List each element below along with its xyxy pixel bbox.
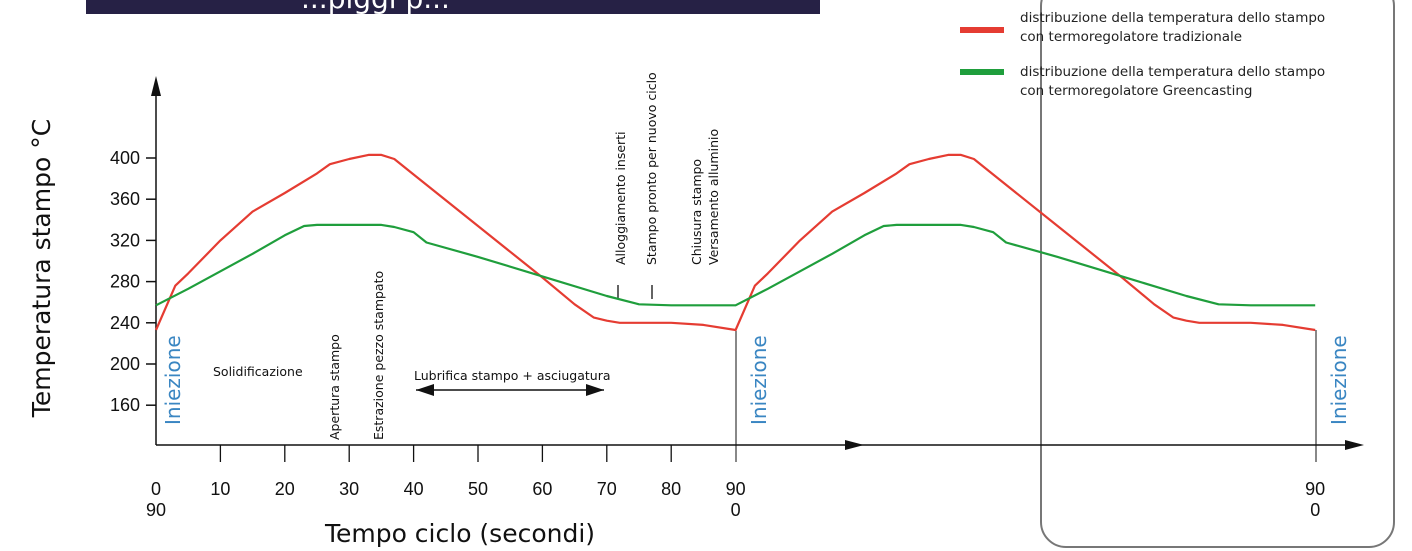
x-tick-label: 0	[151, 479, 161, 499]
x-tick-sublabel: 0	[1310, 500, 1320, 520]
x-axis-arrow-icon	[1345, 440, 1364, 450]
lubrication-arrow-left-icon	[416, 384, 434, 396]
y-tick-label: 320	[110, 230, 140, 250]
x-axis-mid-arrow-icon	[845, 440, 864, 450]
x-tick-label: 70	[597, 479, 617, 499]
y-tick-label: 240	[110, 313, 140, 333]
legend-line2: con termoregolatore Greencasting	[1020, 83, 1253, 99]
y-tick-label: 400	[110, 148, 140, 168]
y-axis-arrow-icon	[151, 76, 161, 96]
x-tick-label: 30	[339, 479, 359, 499]
mold-opening-label: Apertura stampo	[327, 334, 342, 440]
y-tick-label: 200	[110, 354, 140, 374]
x-tick-label: 90	[1305, 479, 1325, 499]
title-banner: ...piggi p...	[86, 0, 820, 14]
injection-label-3: Iniezione	[1327, 335, 1351, 425]
part-extraction-label: Estrazione pezzo stampato	[371, 271, 386, 440]
title-text: ...piggi p...	[301, 0, 450, 14]
x-tick-sublabel: 0	[731, 500, 741, 520]
y-axis-title: Temperatura stampo °C	[27, 119, 56, 418]
solidification-label: Solidificazione	[213, 364, 303, 379]
x-tick-label: 60	[532, 479, 552, 499]
x-tick-sublabel: 90	[146, 500, 166, 520]
y-tick-label: 280	[110, 272, 140, 292]
y-tick-label: 160	[110, 395, 140, 415]
x-tick-label: 80	[661, 479, 681, 499]
x-axis-title: Tempo ciclo (secondi)	[324, 519, 595, 548]
lubrication-label: Lubrifica stampo + asciugatura	[414, 368, 611, 383]
injection-label-1: Iniezione	[161, 335, 185, 425]
insert-housing-label: Alloggiamento inserti	[613, 131, 628, 265]
legend-frame	[1040, 0, 1395, 548]
series-greencasting-line	[155, 223, 1316, 307]
mold-closing-label: Chiusura stampo	[689, 159, 704, 265]
lubrication-arrow-right-icon	[586, 384, 604, 396]
legend-line1: distribuzione della temperatura dello st…	[1020, 10, 1326, 26]
x-tick-label: 90	[726, 479, 746, 499]
y-tick-label: 360	[110, 189, 140, 209]
aluminium-pouring-label: Versamento alluminio	[706, 129, 721, 265]
legend-text-traditional: distribuzione della temperatura dello st…	[1020, 9, 1360, 47]
legend-swatch-green	[960, 69, 1004, 75]
y-ticks: 160 200 240 280 320 360 400	[110, 148, 156, 415]
x-tick-label: 50	[468, 479, 488, 499]
x-tick-label: 20	[275, 479, 295, 499]
legend-line1: distribuzione della temperatura dello st…	[1020, 64, 1326, 80]
legend-swatch-red	[960, 27, 1004, 33]
mold-ready-label: Stampo pronto per nuovo ciclo	[644, 72, 659, 265]
legend-text-greencasting: distribuzione della temperatura dello st…	[1020, 63, 1360, 101]
x-tick-label: 40	[404, 479, 424, 499]
legend-line2: con termoregolatore tradizionale	[1020, 29, 1243, 45]
x-tick-label: 10	[210, 479, 230, 499]
series-traditional-line	[154, 153, 1316, 332]
injection-label-2: Iniezione	[747, 335, 771, 425]
